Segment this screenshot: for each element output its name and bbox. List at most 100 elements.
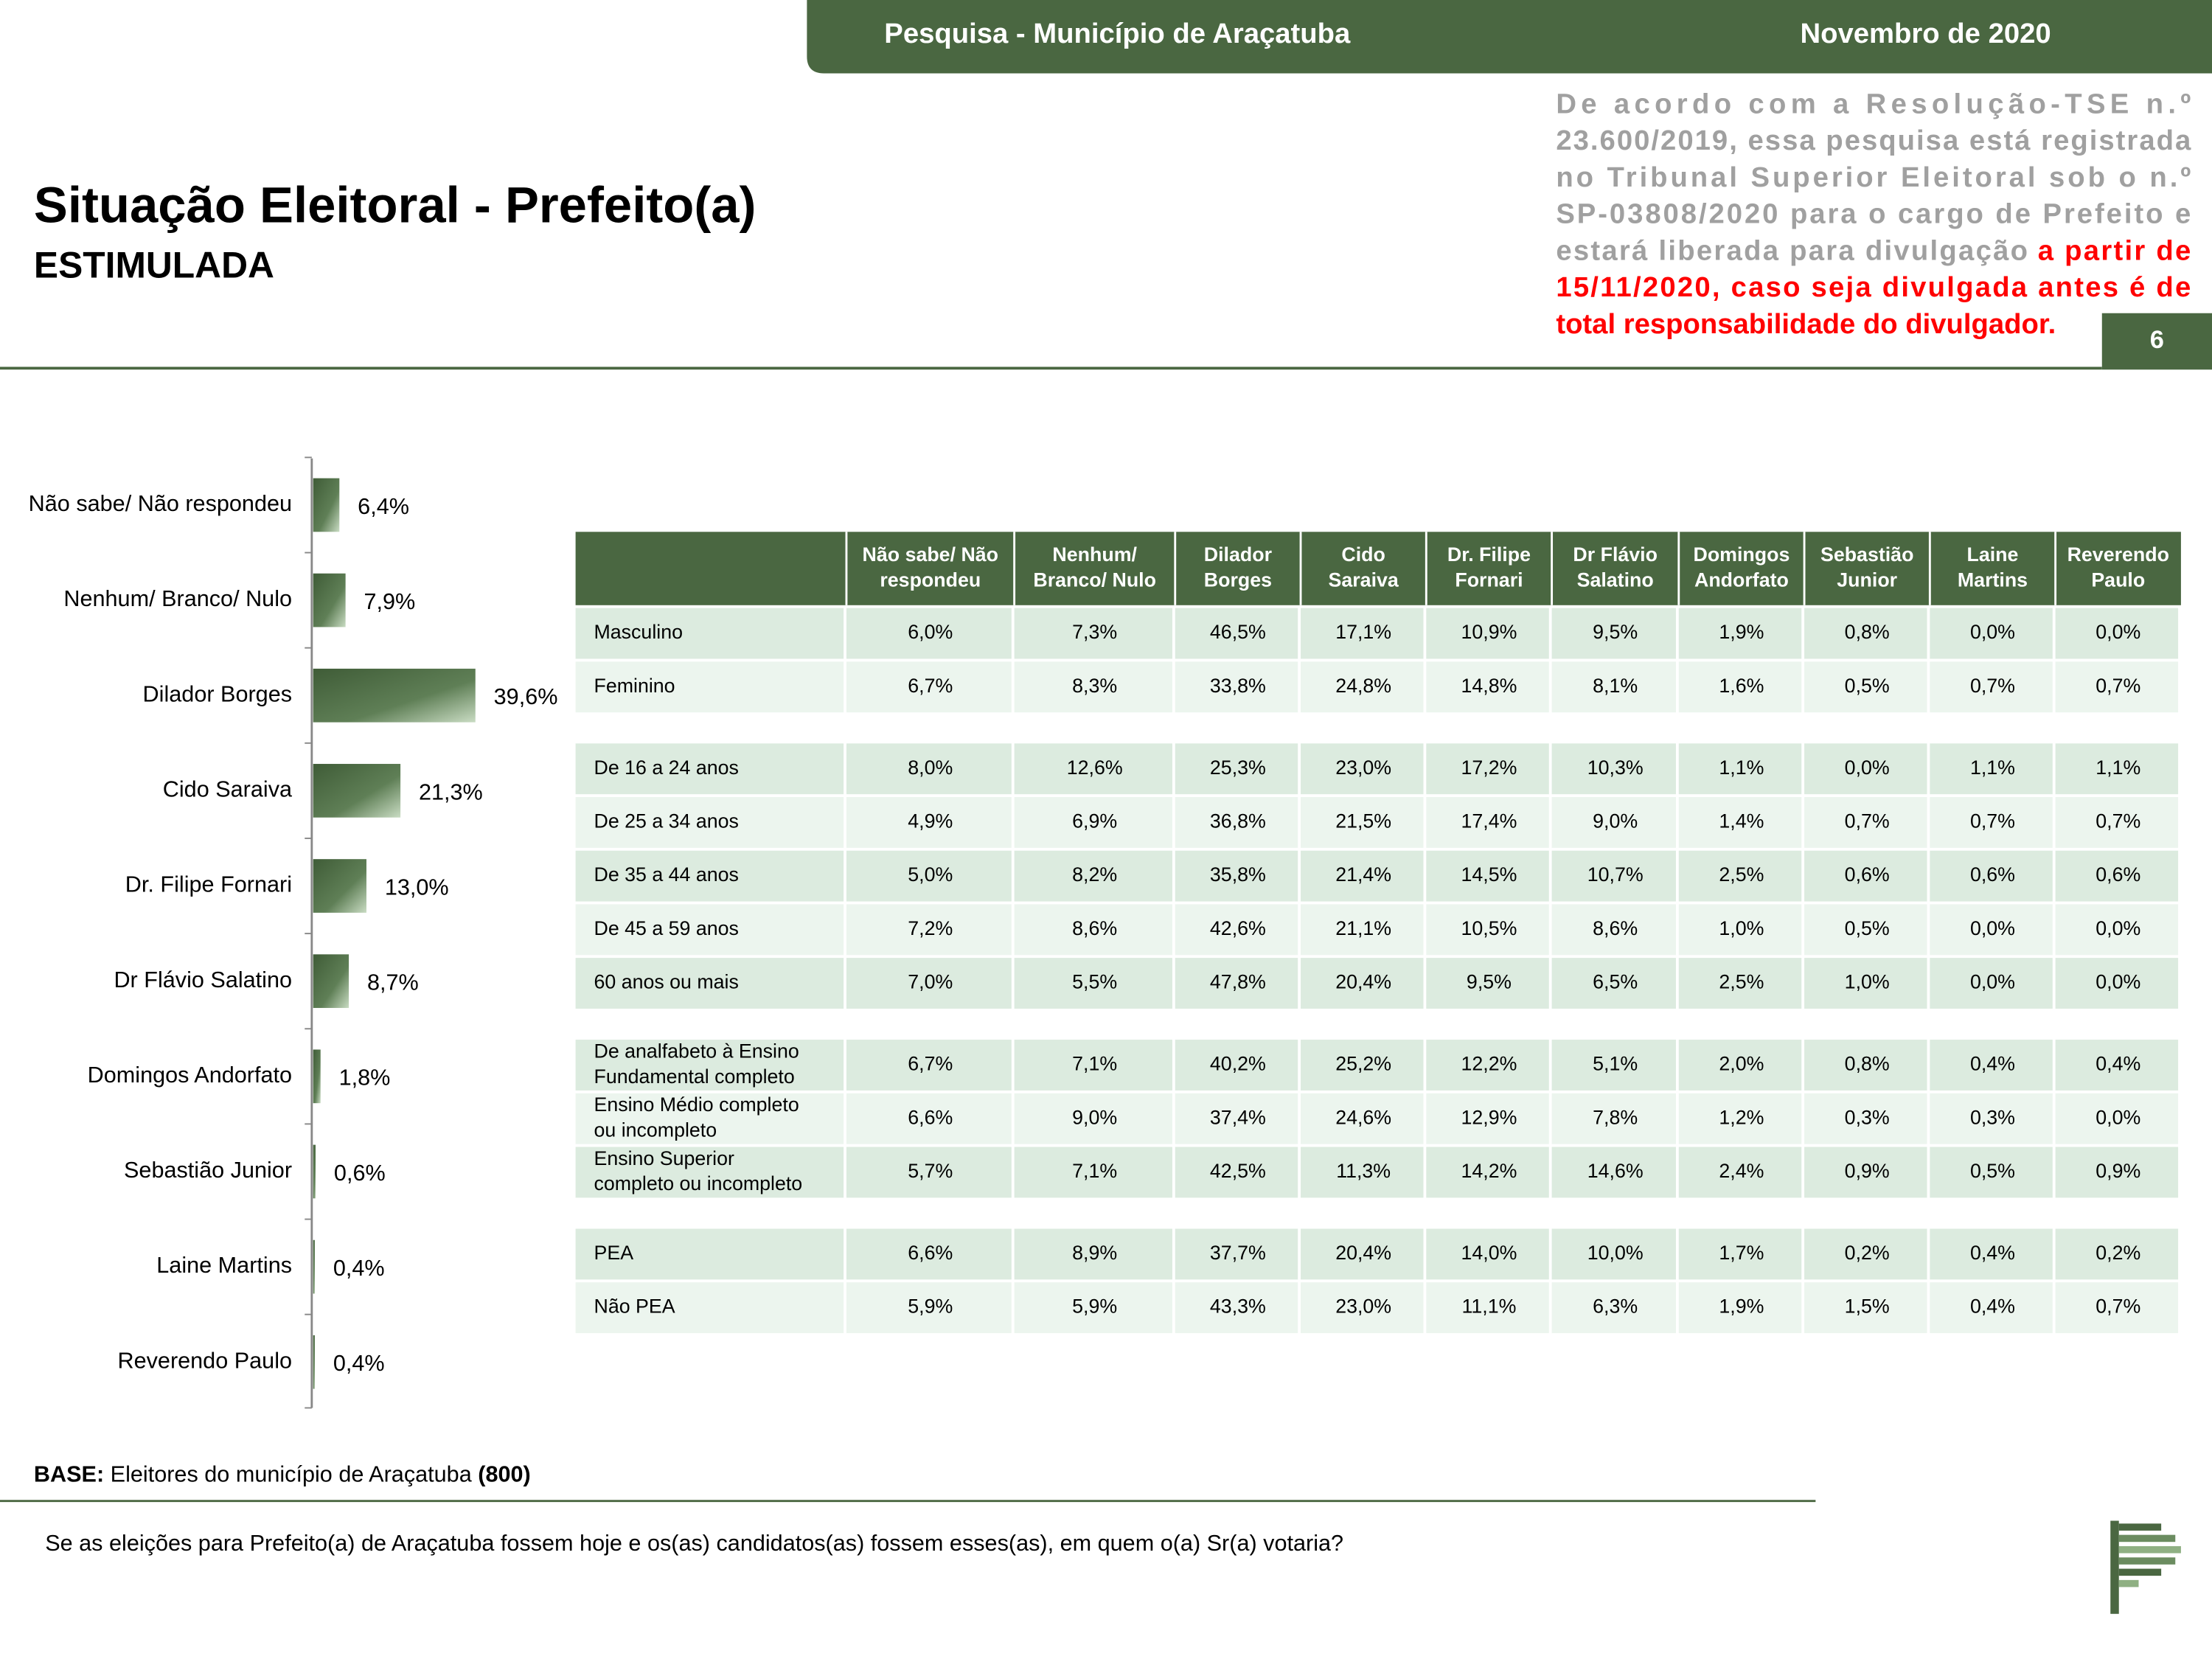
row-label: De 25 a 34 anos <box>594 810 738 832</box>
value-label: 1,8% <box>339 1065 391 1091</box>
table-cell: 17,4% <box>1461 810 1517 832</box>
table-cell-bg <box>1301 1282 1424 1334</box>
table-cell: 6,7% <box>908 1053 953 1075</box>
row-label: Fundamental completo <box>594 1065 794 1088</box>
table-cell-bg <box>1804 850 1927 902</box>
table-cell-bg <box>1804 661 1927 713</box>
table-cell: 14,5% <box>1461 863 1517 886</box>
table-cell: 1,9% <box>1719 1295 1764 1318</box>
table-cell: 1,1% <box>1719 757 1764 779</box>
table-cell: 10,0% <box>1587 1242 1644 1264</box>
table-cell-bg <box>846 958 1012 1009</box>
table-cell-bg <box>1175 1147 1298 1198</box>
table-cell: 1,1% <box>1970 757 2015 779</box>
table-cell: 5,0% <box>908 863 953 886</box>
table-cell-bg <box>1678 1228 1802 1280</box>
table-cell-bg <box>575 1228 844 1280</box>
row-label: Masculino <box>594 621 683 643</box>
table-cell-bg <box>2055 1093 2179 1144</box>
table-cell: 8,0% <box>908 757 953 779</box>
row-label: PEA <box>594 1242 633 1264</box>
table-cell-bg <box>575 608 844 659</box>
table-cell-bg <box>1930 958 2053 1009</box>
column-header: Paulo <box>2091 568 2145 591</box>
table-cell: 0,3% <box>1845 1106 1890 1128</box>
table-cell-bg <box>1426 1147 1549 1198</box>
table-cell: 2,0% <box>1719 1053 1764 1075</box>
bar <box>313 1049 321 1104</box>
notice-line: De acordo com a Resolução-TSE n.º <box>1556 88 2191 120</box>
table-cell: 7,0% <box>908 971 953 993</box>
row-label: 60 anos ou mais <box>594 971 738 993</box>
table-cell-bg <box>846 1282 1012 1334</box>
table-cell: 0,0% <box>2096 917 2140 939</box>
table-cell: 1,0% <box>1845 971 1890 993</box>
table-cell-bg <box>1804 743 1927 795</box>
column-header: respondeu <box>880 568 981 591</box>
table-cell-bg <box>1175 796 1298 848</box>
table-cell-bg <box>1551 1228 1676 1280</box>
table-cell: 0,7% <box>2096 810 2140 832</box>
table-cell-bg <box>1930 1228 2053 1280</box>
table-cell: 1,2% <box>1719 1106 1764 1128</box>
value-label: 6,4% <box>358 494 409 519</box>
table-cell-bg <box>2055 796 2179 848</box>
column-header: Cido <box>1341 543 1385 566</box>
table-cell: 20,4% <box>1335 971 1391 993</box>
table-cell: 0,0% <box>1970 621 2015 643</box>
table-cell-bg <box>1551 850 1676 902</box>
table-cell-bg <box>846 850 1012 902</box>
notice-line: total responsabilidade do divulgador. <box>1556 308 2056 340</box>
table-cell-bg <box>1014 743 1172 795</box>
value-label: 21,3% <box>419 779 483 804</box>
table-cell-bg <box>1014 958 1172 1009</box>
category-label: Dr. Filipe Fornari <box>125 872 292 897</box>
table-cell-bg <box>1551 958 1676 1009</box>
table-cell: 17,2% <box>1461 757 1517 779</box>
table-cell-bg <box>846 1228 1012 1280</box>
bar <box>313 1335 315 1389</box>
table-cell: 25,3% <box>1210 757 1266 779</box>
table-cell: 0,5% <box>1845 917 1890 939</box>
table-cell-bg <box>1426 1093 1549 1144</box>
table-cell-bg <box>1301 1040 1424 1091</box>
question: Se as eleições para Prefeito(a) de Araça… <box>45 1531 1343 1556</box>
table-cell-bg <box>1175 608 1298 659</box>
column-header: Domingos <box>1693 543 1790 566</box>
table-cell-bg <box>1678 1040 1802 1091</box>
table-cell: 5,5% <box>1072 971 1117 993</box>
table-cell: 6,6% <box>908 1106 953 1128</box>
table-cell-bg <box>1301 958 1424 1009</box>
table-cell: 43,3% <box>1210 1295 1266 1318</box>
logo-stripe <box>2118 1523 2162 1531</box>
logo-stem <box>2110 1520 2119 1614</box>
table-cell: 0,8% <box>1845 621 1890 643</box>
table-cell-bg <box>1175 958 1298 1009</box>
table-cell-bg <box>2055 743 2179 795</box>
table-cell: 2,4% <box>1719 1160 1764 1182</box>
table-cell: 46,5% <box>1210 621 1266 643</box>
table-cell: 1,0% <box>1719 917 1764 939</box>
table-cell: 25,2% <box>1335 1053 1391 1075</box>
table-cell-bg <box>1301 661 1424 713</box>
table-cell-bg <box>1678 1282 1802 1334</box>
table-cell: 1,1% <box>2096 757 2140 779</box>
title: Situação Eleitoral - Prefeito(a) <box>34 176 757 233</box>
table-cell: 36,8% <box>1210 810 1266 832</box>
table-cell: 0,2% <box>2096 1242 2140 1264</box>
notice-line: SP-03808/2020 para o cargo de Prefeito e <box>1556 198 2191 230</box>
table-cell-bg <box>1930 904 2053 956</box>
table-cell: 40,2% <box>1210 1053 1266 1075</box>
header-bar <box>807 0 2212 74</box>
table-cell: 6,9% <box>1072 810 1117 832</box>
notice-segment: total responsabilidade do divulgador. <box>1556 308 2056 340</box>
table-cell: 8,1% <box>1593 675 1638 697</box>
row-label: completo ou incompleto <box>594 1172 802 1194</box>
logo-stripe <box>2118 1568 2162 1576</box>
table-cell: 11,3% <box>1336 1160 1391 1182</box>
table-cell: 21,5% <box>1335 810 1391 832</box>
row-label: Ensino Médio completo <box>594 1093 799 1116</box>
table-cell-bg <box>846 608 1012 659</box>
